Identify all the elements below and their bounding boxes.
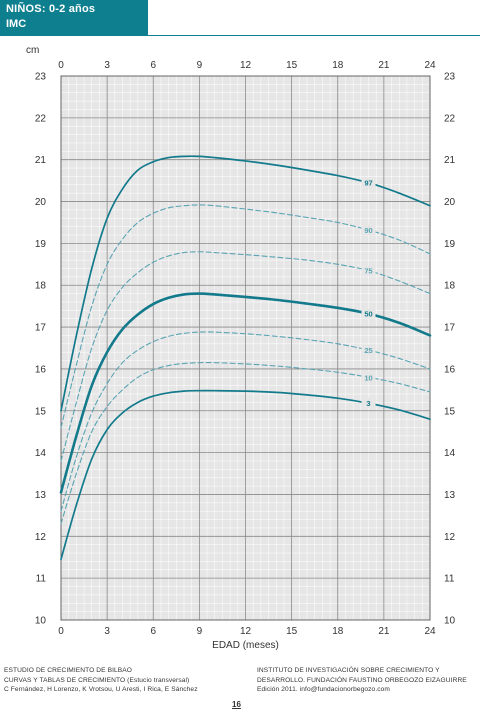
x-tick-label-bottom: 18 bbox=[332, 626, 344, 637]
x-tick-label-bottom: 24 bbox=[424, 626, 436, 637]
footer-authors: C Fernández, H Lorenzo, K Vrotsou, U Are… bbox=[4, 686, 198, 694]
x-tick-label-bottom: 0 bbox=[58, 626, 64, 637]
footer-study-info: ESTUDIO DE CRECIMIENTO DE BILBAO CURVAS … bbox=[4, 666, 198, 695]
footer-foundation-name: DESARROLLO. FUNDACIÓN FAUSTINO ORBEGOZO … bbox=[257, 676, 467, 684]
y-tick-label-left: 15 bbox=[35, 406, 47, 417]
percentile-label-bg bbox=[361, 345, 376, 356]
percentile-label-p90: 90 bbox=[364, 226, 372, 235]
x-tick-label-top: 24 bbox=[424, 60, 436, 71]
x-tick-label-bottom: 6 bbox=[150, 626, 156, 637]
percentile-label-p10: 10 bbox=[364, 373, 372, 382]
footer-institute-name: INSTITUTO DE INVESTIGACIÓN SOBRE CRECIMI… bbox=[257, 667, 440, 674]
y-tick-label-right: 20 bbox=[444, 197, 456, 208]
footer-study-subtitle: CURVAS Y TABLAS DE CRECIMIENTO (Estucio … bbox=[4, 676, 190, 684]
percentile-curve-p10 bbox=[60, 361, 431, 525]
x-axis-label: EDAD (meses) bbox=[212, 640, 279, 651]
y-tick-label-right: 12 bbox=[444, 532, 456, 543]
y-tick-label-left: 10 bbox=[35, 616, 47, 627]
y-tick-label-right: 22 bbox=[444, 113, 456, 124]
x-tick-label-bottom: 21 bbox=[378, 626, 390, 637]
y-tick-label-left: 20 bbox=[35, 197, 47, 208]
percentile-curve-p3 bbox=[60, 389, 431, 561]
y-tick-label-right: 10 bbox=[444, 616, 456, 627]
page-subtitle: IMC bbox=[6, 18, 27, 30]
y-tick-label-right: 17 bbox=[444, 323, 456, 334]
y-tick-label-left: 21 bbox=[35, 155, 47, 166]
page-title: NIÑOS: 0-2 años bbox=[6, 3, 96, 15]
percentile-curve-p75 bbox=[60, 251, 431, 462]
y-tick-label-right: 13 bbox=[444, 490, 456, 501]
percentile-label-p75: 75 bbox=[364, 267, 372, 276]
y-tick-label-right: 21 bbox=[444, 155, 456, 166]
footer-institute-info: INSTITUTO DE INVESTIGACIÓN SOBRE CRECIMI… bbox=[257, 666, 467, 695]
y-tick-label-right: 18 bbox=[444, 281, 456, 292]
y-tick-label-left: 12 bbox=[35, 532, 47, 543]
x-tick-label-top: 21 bbox=[378, 60, 390, 71]
y-tick-label-left: 11 bbox=[36, 574, 47, 585]
percentile-label-p97: 97 bbox=[364, 179, 372, 188]
y-tick-label-left: 17 bbox=[35, 323, 47, 334]
x-tick-label-bottom: 9 bbox=[197, 626, 203, 637]
y-tick-label-left: 22 bbox=[35, 113, 47, 124]
x-tick-label-top: 0 bbox=[58, 60, 64, 71]
plot-border bbox=[60, 75, 431, 621]
percentile-curve-p25 bbox=[60, 331, 431, 512]
header-divider bbox=[148, 35, 480, 36]
page-number: 16 bbox=[232, 700, 241, 709]
x-tick-label-top: 15 bbox=[286, 60, 298, 71]
y-tick-label-right: 11 bbox=[444, 574, 455, 585]
percentile-curve-p97 bbox=[60, 155, 431, 412]
x-tick-label-top: 9 bbox=[197, 60, 203, 71]
y-tick-label-left: 16 bbox=[35, 364, 47, 375]
x-tick-label-top: 12 bbox=[240, 60, 252, 71]
y-tick-label-right: 19 bbox=[444, 239, 456, 250]
y-tick-label-right: 16 bbox=[444, 364, 456, 375]
percentile-label-bg bbox=[361, 265, 376, 276]
percentile-label-bg bbox=[361, 177, 376, 188]
x-tick-label-bottom: 12 bbox=[240, 626, 252, 637]
percentile-curve-p90 bbox=[60, 204, 431, 429]
y-tick-label-left: 23 bbox=[35, 72, 47, 83]
percentile-label-bg bbox=[361, 224, 376, 235]
percentile-label-p3: 3 bbox=[366, 399, 370, 408]
percentile-label-p50: 50 bbox=[364, 310, 372, 319]
x-tick-label-bottom: 3 bbox=[104, 626, 110, 637]
y-tick-label-left: 19 bbox=[35, 239, 47, 250]
y-tick-label-left: 14 bbox=[35, 448, 47, 459]
y-tick-label-left: 13 bbox=[35, 490, 47, 501]
y-tick-label-right: 23 bbox=[444, 72, 456, 83]
footer-study-title: ESTUDIO DE CRECIMIENTO DE BILBAO bbox=[4, 667, 133, 674]
percentile-label-bg bbox=[361, 398, 376, 409]
percentile-label-bg bbox=[361, 372, 376, 383]
percentile-label-bg bbox=[361, 308, 376, 319]
x-tick-label-top: 6 bbox=[150, 60, 156, 71]
y-tick-label-right: 14 bbox=[444, 448, 456, 459]
percentile-label-p25: 25 bbox=[364, 346, 372, 355]
x-tick-label-top: 18 bbox=[332, 60, 344, 71]
y-tick-label-left: 18 bbox=[35, 281, 47, 292]
percentile-curve-p50 bbox=[59, 292, 432, 494]
footer-edition: Edición 2011. info@fundacionorbegozo.com bbox=[257, 686, 391, 694]
x-tick-label-top: 3 bbox=[104, 60, 110, 71]
x-tick-label-bottom: 15 bbox=[286, 626, 298, 637]
y-tick-label-right: 15 bbox=[444, 406, 456, 417]
page-header-box: NIÑOS: 0-2 años IMC bbox=[0, 0, 148, 36]
y-axis-unit: cm bbox=[26, 45, 39, 56]
growth-chart: 0 0 3 3 6 6 9 9 12 12 15 15 18 18 21 21 24 24 10 10 11 11 12 12… bbox=[26, 45, 456, 651]
